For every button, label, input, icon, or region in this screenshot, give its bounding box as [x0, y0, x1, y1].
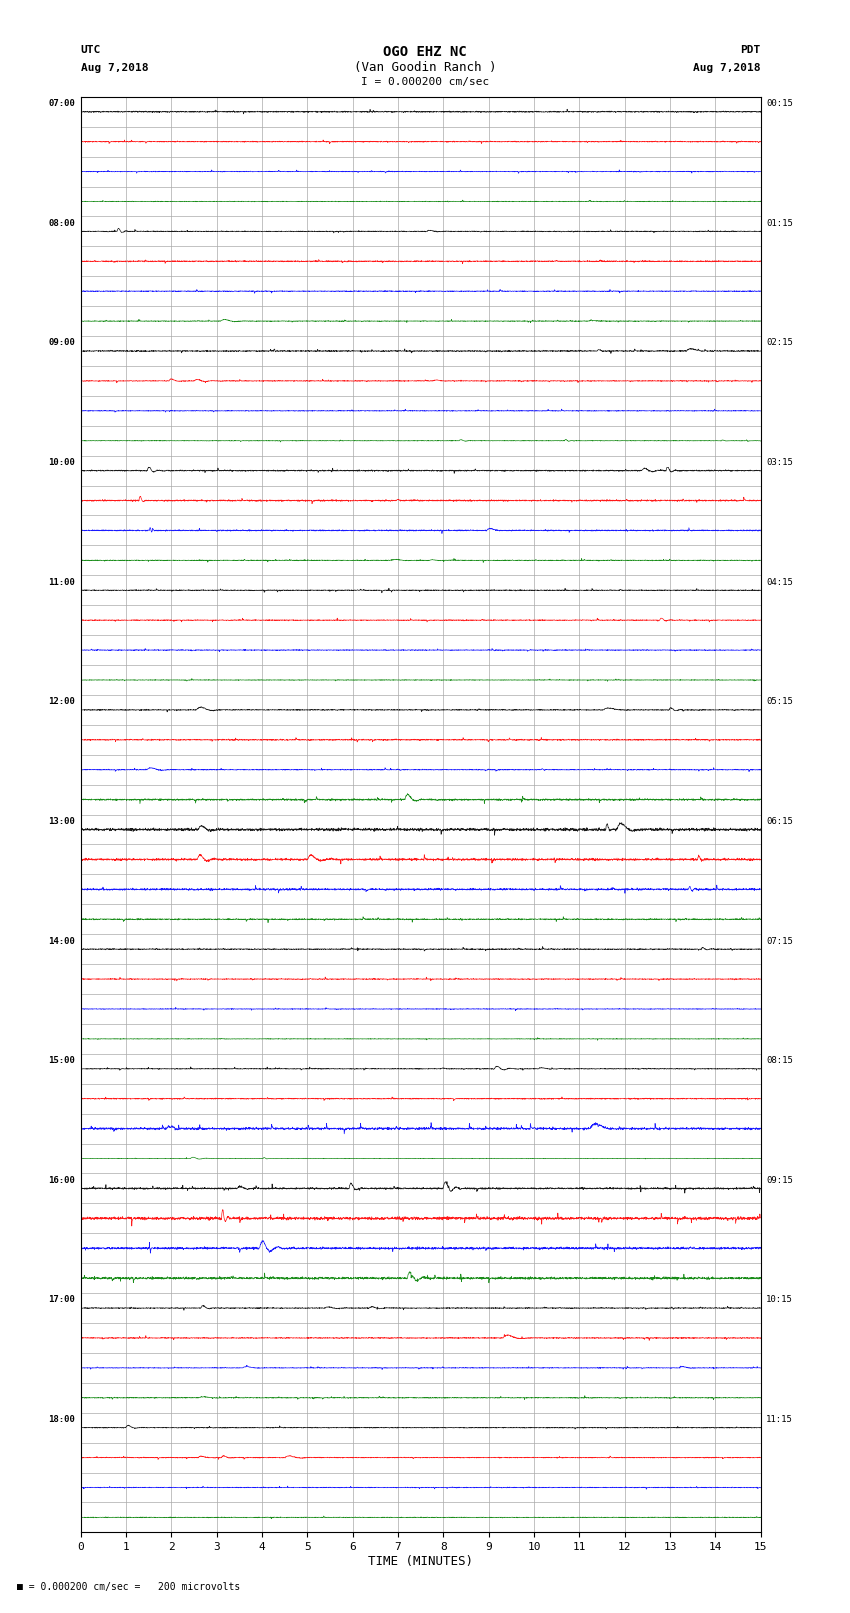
Text: 05:15: 05:15 — [766, 697, 793, 706]
Text: 07:00: 07:00 — [48, 98, 76, 108]
Text: 13:00: 13:00 — [48, 816, 76, 826]
Text: 06:15: 06:15 — [766, 816, 793, 826]
Text: 00:15: 00:15 — [766, 98, 793, 108]
Text: 11:00: 11:00 — [48, 577, 76, 587]
Text: (Van Goodin Ranch ): (Van Goodin Ranch ) — [354, 61, 496, 74]
Text: 10:00: 10:00 — [48, 458, 76, 468]
Text: 15:00: 15:00 — [48, 1057, 76, 1065]
Text: PDT: PDT — [740, 45, 761, 55]
Text: 14:00: 14:00 — [48, 937, 76, 945]
Text: 08:15: 08:15 — [766, 1057, 793, 1065]
Text: Aug 7,2018: Aug 7,2018 — [694, 63, 761, 73]
Text: UTC: UTC — [81, 45, 101, 55]
Text: 08:00: 08:00 — [48, 219, 76, 227]
Text: 09:15: 09:15 — [766, 1176, 793, 1186]
Text: 10:15: 10:15 — [766, 1295, 793, 1305]
X-axis label: TIME (MINUTES): TIME (MINUTES) — [368, 1555, 473, 1568]
Text: ■ = 0.000200 cm/sec =   200 microvolts: ■ = 0.000200 cm/sec = 200 microvolts — [17, 1582, 241, 1592]
Text: 07:15: 07:15 — [766, 937, 793, 945]
Text: 03:15: 03:15 — [766, 458, 793, 468]
Text: 12:00: 12:00 — [48, 697, 76, 706]
Text: 09:00: 09:00 — [48, 339, 76, 347]
Text: I = 0.000200 cm/sec: I = 0.000200 cm/sec — [361, 77, 489, 87]
Text: 18:00: 18:00 — [48, 1415, 76, 1424]
Text: 11:15: 11:15 — [766, 1415, 793, 1424]
Text: 01:15: 01:15 — [766, 219, 793, 227]
Text: 02:15: 02:15 — [766, 339, 793, 347]
Text: 04:15: 04:15 — [766, 577, 793, 587]
Text: 17:00: 17:00 — [48, 1295, 76, 1305]
Text: 16:00: 16:00 — [48, 1176, 76, 1186]
Text: Aug 7,2018: Aug 7,2018 — [81, 63, 148, 73]
Text: OGO EHZ NC: OGO EHZ NC — [383, 45, 467, 60]
